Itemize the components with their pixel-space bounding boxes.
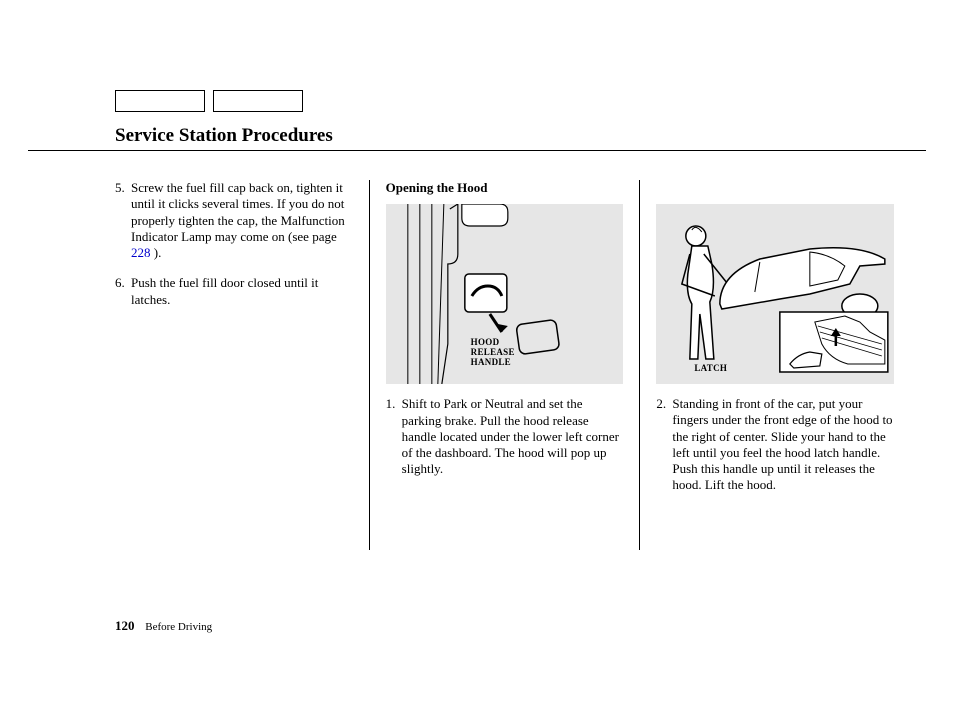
step5-text-b: ).: [151, 245, 162, 260]
subheading-opening-hood: Opening the Hood: [386, 180, 624, 196]
header-box-1: [115, 90, 205, 112]
content-columns: 5. Screw the fuel fill cap back on, tigh…: [115, 180, 894, 550]
step5-text-a: Screw the fuel fill cap back on, tighten…: [131, 180, 345, 244]
step-number: 5.: [115, 180, 131, 261]
fig-label-line3: HANDLE: [471, 358, 515, 368]
figure-label-latch: LATCH: [694, 364, 727, 374]
figure-hood-release: HOOD RELEASE HANDLE: [386, 204, 624, 384]
step-text: Push the fuel fill door closed until it …: [131, 275, 353, 308]
section-name: Before Driving: [145, 621, 212, 633]
hood-latch-illustration: [656, 204, 894, 384]
column-2: Opening the Hood: [370, 180, 641, 550]
header-boxes: [115, 90, 303, 112]
step-number: 2.: [656, 396, 672, 494]
step-text: Screw the fuel fill cap back on, tighten…: [131, 180, 353, 261]
page-footer: 120 Before Driving: [115, 618, 212, 634]
page-number: 120: [115, 618, 135, 633]
figure-label-hood-release: HOOD RELEASE HANDLE: [471, 338, 515, 368]
page-link-228[interactable]: 228: [131, 245, 151, 260]
step-number: 1.: [386, 396, 402, 477]
title-rule: [28, 150, 926, 151]
step-2: 2. Standing in front of the car, put you…: [656, 396, 894, 494]
step-text: Standing in front of the car, put your f…: [672, 396, 894, 494]
step-text: Shift to Park or Neutral and set the par…: [402, 396, 624, 477]
step-1: 1. Shift to Park or Neutral and set the …: [386, 396, 624, 477]
column-1: 5. Screw the fuel fill cap back on, tigh…: [115, 180, 370, 550]
header-box-2: [213, 90, 303, 112]
step-5: 5. Screw the fuel fill cap back on, tigh…: [115, 180, 353, 261]
step-number: 6.: [115, 275, 131, 308]
column-3: LATCH 2. Standing in front of the car, p…: [640, 180, 894, 550]
page-title: Service Station Procedures: [115, 125, 333, 147]
figure-hood-latch: LATCH: [656, 204, 894, 384]
step-6: 6. Push the fuel fill door closed until …: [115, 275, 353, 308]
